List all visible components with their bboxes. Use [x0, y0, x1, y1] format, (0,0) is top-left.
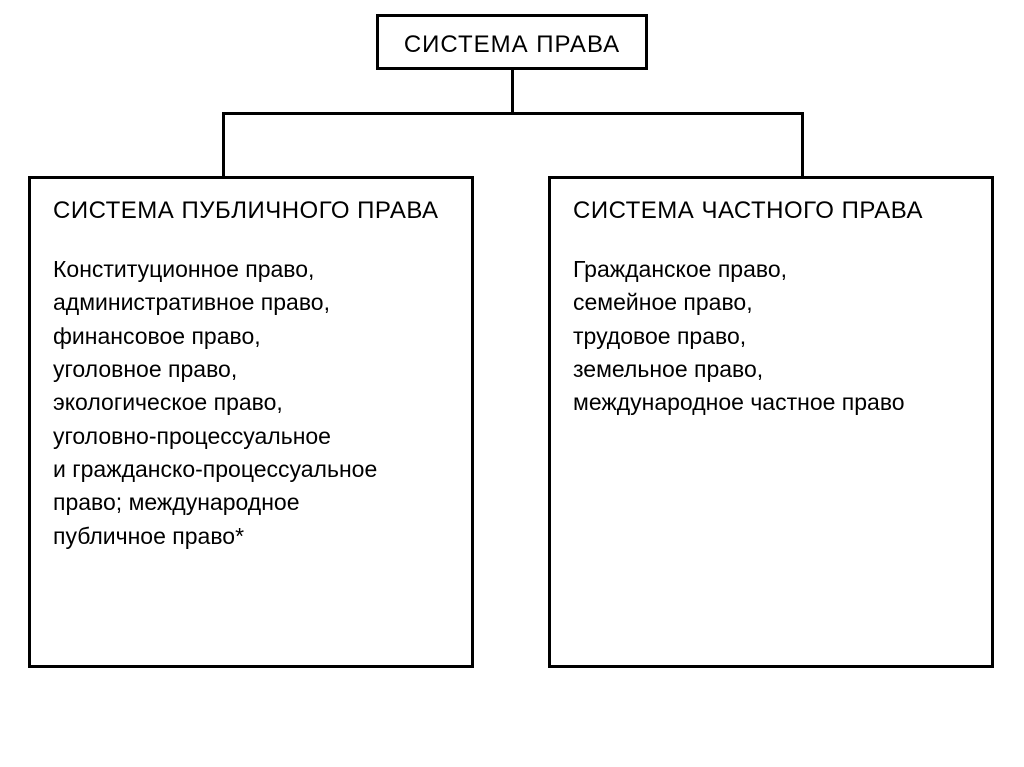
child-node-public-law: СИСТЕМА ПУБЛИЧНОГО ПРАВА Конституционное… — [28, 176, 474, 668]
child-node-private-law: СИСТЕМА ЧАСТНОГО ПРАВА Гражданское право… — [548, 176, 994, 668]
connector-vertical-right — [801, 112, 804, 176]
child-body-public-law: Конституционное право, административное … — [53, 253, 449, 553]
connector-horizontal-bar — [222, 112, 804, 115]
root-title: СИСТЕМА ПРАВА — [404, 31, 620, 58]
child-title-public-law: СИСТЕМА ПУБЛИЧНОГО ПРАВА — [53, 197, 449, 225]
child-title-private-law: СИСТЕМА ЧАСТНОГО ПРАВА — [573, 197, 969, 225]
connector-vertical-left — [222, 112, 225, 176]
child-body-private-law: Гражданское право, семейное право, трудо… — [573, 253, 969, 420]
root-node: СИСТЕМА ПРАВА — [376, 14, 648, 70]
connector-vertical-top — [511, 70, 514, 114]
